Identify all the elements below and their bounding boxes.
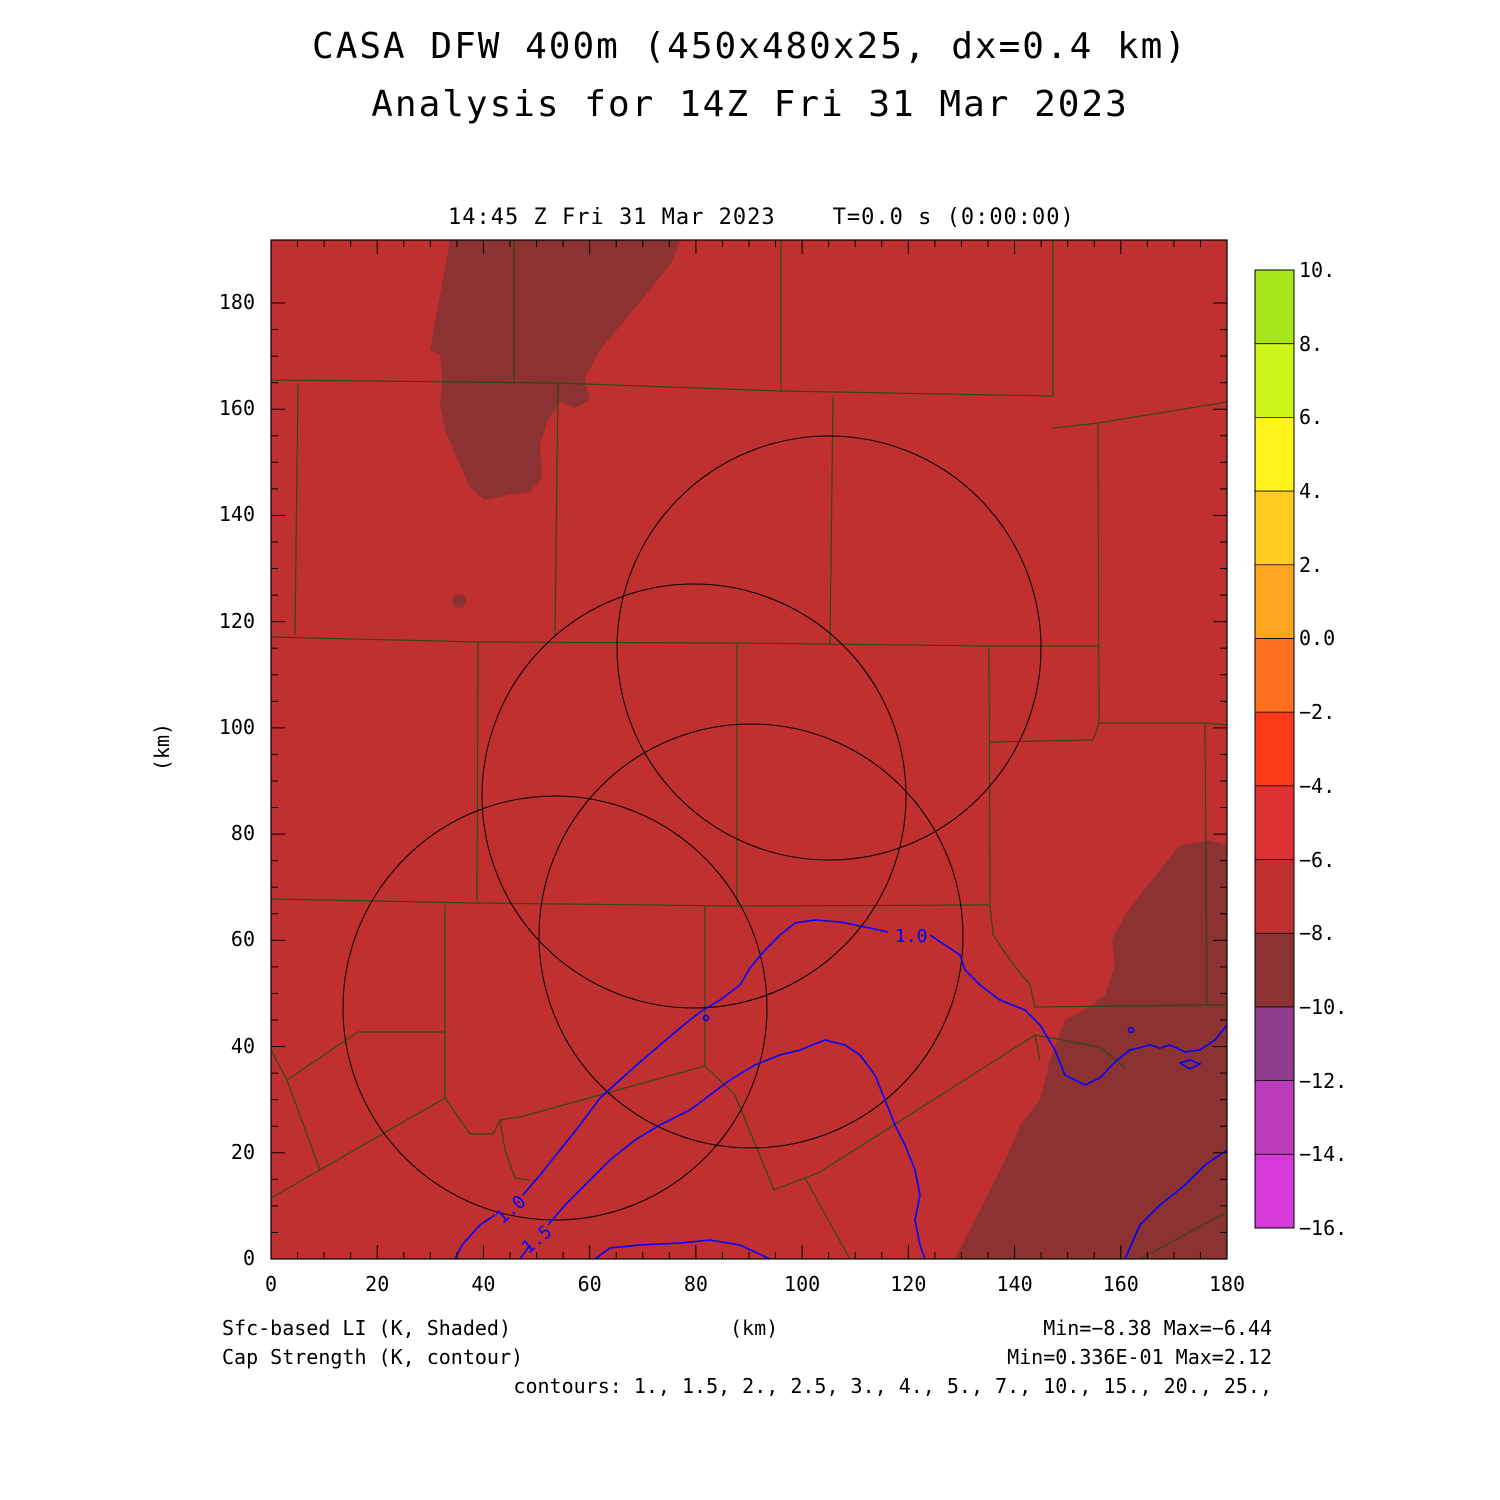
contour-small-loop [702, 1014, 710, 1022]
colorbar-label: −8. [1299, 921, 1336, 946]
colorbar-segment [1255, 712, 1294, 787]
colorbar-segment [1255, 343, 1294, 418]
colorbar-segment [1255, 1154, 1294, 1229]
x-tick-label: 160 [1102, 1272, 1139, 1296]
footer-field-2: Cap Strength (K, contour) [222, 1345, 524, 1369]
footer-range-2: Min=0.336E-01 Max=2.12 [1007, 1345, 1272, 1369]
colorbar-label: −10. [1299, 994, 1348, 1019]
colorbar-segment [1255, 638, 1294, 713]
contour-1-0-east [1124, 1149, 1228, 1260]
contour-1-0-loop [1178, 1059, 1202, 1070]
range-ring-4 [342, 795, 768, 1221]
li-shade-region-north [430, 240, 680, 500]
y-tick-label: 40 [230, 1033, 255, 1058]
y-tick-label: 160 [218, 396, 255, 421]
range-ring-1 [616, 435, 1042, 861]
contour-small-loop [1127, 1026, 1135, 1034]
x-axis-label: (km) [730, 1316, 779, 1340]
colorbar-label: 6. [1299, 405, 1324, 430]
x-tick-label: 80 [683, 1272, 708, 1296]
x-tick-label: 20 [365, 1272, 390, 1296]
title-line-2: Analysis for 14Z Fri 31 Mar 2023 [371, 84, 1129, 125]
colorbar-label: −16. [1299, 1216, 1348, 1240]
cap-contours [454, 919, 1228, 1260]
y-tick-label: 180 [218, 290, 255, 314]
colorbar-segment [1255, 417, 1294, 492]
colorbar [1255, 270, 1294, 1229]
footer-field-1: Sfc-based LI (K, Shaded) [222, 1316, 511, 1340]
colorbar-segment [1255, 270, 1294, 345]
y-axis-label: (km) [150, 722, 175, 772]
li-shade-region-southeast [955, 840, 1227, 1259]
contour-1-0-main [454, 919, 1228, 1260]
contour-1-5 [519, 1039, 926, 1260]
li-shade-spot [452, 594, 466, 608]
footer-contours: contours: 1., 1.5, 2., 2.5, 3., 4., 5., … [513, 1374, 1272, 1398]
y-tick-label: 120 [218, 608, 255, 633]
x-tick-label: 180 [1208, 1272, 1246, 1296]
colorbar-label: 0.0 [1299, 626, 1336, 651]
y-tick-label: 0 [242, 1246, 255, 1270]
x-tick-label: 140 [996, 1272, 1033, 1296]
county-lines [270, 240, 1228, 1260]
x-tick-label: 0 [264, 1272, 278, 1296]
colorbar-segment [1255, 564, 1294, 639]
axis-ticks [270, 240, 1228, 1260]
y-tick-label: 140 [218, 502, 255, 527]
colorbar-segment [1255, 491, 1294, 566]
title-line-1: CASA DFW 400m (450x480x25, dx=0.4 km) [312, 26, 1188, 67]
range-ring-3 [538, 723, 964, 1149]
colorbar-label: −12. [1299, 1068, 1348, 1093]
valid-time: 14:45 Z Fri 31 Mar 2023 T=0.0 s (0:00:00… [448, 205, 1075, 230]
contour-label-1: 1.0 [895, 926, 928, 947]
x-tick-label: 40 [471, 1272, 496, 1296]
y-tick-label: 100 [218, 714, 255, 739]
colorbar-segment [1255, 933, 1294, 1008]
colorbar-label: 10. [1299, 258, 1336, 282]
colorbar-segment [1255, 785, 1294, 861]
colorbar-segment [1255, 1080, 1294, 1155]
colorbar-frame [1254, 269, 1295, 1229]
radar-range-rings [342, 435, 1042, 1221]
colorbar-segment [1255, 859, 1294, 934]
contour-1-0-south [594, 1239, 771, 1260]
footer-range-1: Min=−8.38 Max=−6.44 [1043, 1316, 1272, 1340]
colorbar-label: −6. [1299, 847, 1336, 872]
colorbar-label: −2. [1299, 700, 1336, 725]
range-ring-2 [481, 583, 907, 1009]
colorbar-label: 2. [1299, 552, 1324, 577]
colorbar-label: −4. [1299, 773, 1336, 798]
x-tick-label: 120 [890, 1272, 927, 1296]
colorbar-segment [1255, 1006, 1294, 1082]
y-tick-label: 60 [230, 927, 255, 952]
colorbar-label: −14. [1299, 1142, 1348, 1167]
y-tick-label: 20 [230, 1139, 255, 1164]
x-tick-label: 100 [784, 1272, 821, 1296]
colorbar-label: 4. [1299, 479, 1324, 504]
y-tick-label: 80 [230, 821, 255, 846]
colorbar-label: 8. [1299, 331, 1324, 356]
x-tick-label: 60 [577, 1272, 602, 1296]
